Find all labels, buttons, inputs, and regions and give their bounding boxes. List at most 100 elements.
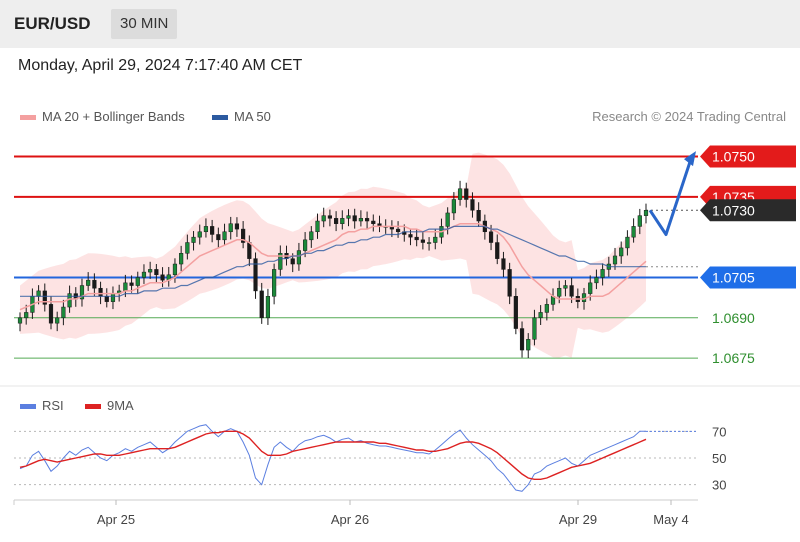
candle bbox=[625, 230, 630, 256]
candle-body bbox=[334, 218, 339, 224]
candle bbox=[309, 226, 314, 248]
candle-body bbox=[346, 215, 351, 219]
candle bbox=[340, 210, 345, 230]
candle-body bbox=[303, 239, 308, 251]
rsi-tick-70: 70 bbox=[712, 424, 726, 439]
candle bbox=[197, 224, 202, 245]
candle-body bbox=[420, 239, 425, 243]
candle-body bbox=[278, 253, 283, 270]
x-tick-label: Apr 29 bbox=[559, 512, 597, 527]
candle bbox=[222, 223, 227, 246]
candle bbox=[563, 280, 568, 297]
candle-body bbox=[210, 226, 215, 235]
timeframe-badge[interactable]: 30 MIN bbox=[111, 9, 178, 39]
candle bbox=[296, 242, 302, 271]
candle-body bbox=[216, 234, 221, 241]
legend-item-9ma: 9MA bbox=[85, 398, 134, 413]
candle bbox=[420, 232, 425, 250]
candle bbox=[619, 241, 624, 264]
candle-body bbox=[544, 304, 549, 313]
candle bbox=[278, 245, 283, 276]
candle-body bbox=[470, 199, 475, 211]
legend-label-ma50: MA 50 bbox=[234, 109, 271, 124]
candle-body bbox=[148, 269, 153, 273]
candle bbox=[272, 263, 277, 305]
candle bbox=[79, 278, 85, 307]
candle-body bbox=[86, 279, 91, 286]
ma20-line bbox=[19, 222, 647, 311]
candle-body bbox=[24, 312, 29, 319]
bollinger-band bbox=[20, 152, 646, 358]
candle bbox=[203, 218, 209, 238]
level-label-3: 1.0705 bbox=[712, 269, 755, 285]
candle bbox=[135, 271, 140, 294]
candle-body bbox=[532, 317, 537, 340]
candle bbox=[141, 264, 147, 284]
candle bbox=[513, 288, 518, 335]
candle-body bbox=[92, 279, 97, 289]
candle bbox=[594, 269, 599, 290]
candle bbox=[321, 207, 326, 228]
candle-body bbox=[203, 226, 209, 233]
candle-body bbox=[253, 258, 258, 292]
candle bbox=[346, 209, 351, 227]
candle-body bbox=[197, 231, 202, 238]
candle-body bbox=[476, 210, 481, 222]
candle-body bbox=[259, 290, 264, 319]
candle bbox=[160, 267, 165, 287]
candle bbox=[259, 282, 264, 324]
candle-body bbox=[247, 242, 252, 259]
candle-body bbox=[426, 242, 432, 244]
candle-body bbox=[414, 236, 419, 241]
candle-body bbox=[557, 287, 562, 297]
level-label-0: 1.0750 bbox=[712, 149, 755, 165]
level-label-2: 1.0730 bbox=[712, 202, 755, 218]
candle bbox=[210, 219, 215, 243]
candle-body bbox=[129, 282, 134, 286]
candle-body bbox=[495, 242, 500, 259]
chart-datetime: Monday, April 29, 2024 7:17:40 AM CET bbox=[18, 57, 303, 74]
x-tick-label: Apr 25 bbox=[97, 512, 135, 527]
symbol-title: EUR/USD bbox=[14, 14, 91, 33]
candle-body bbox=[104, 296, 109, 302]
copyright-text: Research © 2024 Trading Central bbox=[592, 109, 786, 124]
candle bbox=[172, 258, 178, 283]
candle-body bbox=[222, 231, 227, 241]
candle-body bbox=[408, 234, 413, 238]
candle bbox=[532, 309, 537, 346]
legend-swatch-ma20 bbox=[20, 115, 36, 121]
candle-body bbox=[110, 293, 116, 302]
rsi-tick-30: 30 bbox=[712, 478, 726, 493]
candle-body bbox=[625, 236, 630, 249]
candle-body bbox=[55, 317, 60, 324]
legend-item-ma20: MA 20 + Bollinger Bands bbox=[20, 109, 185, 124]
candle-body bbox=[315, 220, 320, 233]
forecast-arrowhead bbox=[684, 151, 696, 167]
candle bbox=[154, 264, 159, 283]
candle bbox=[600, 263, 605, 286]
candle-body bbox=[358, 218, 363, 222]
candle-body bbox=[135, 277, 140, 286]
candle bbox=[234, 217, 240, 237]
candle bbox=[631, 218, 636, 243]
candle-body bbox=[371, 220, 376, 224]
candle-body bbox=[464, 188, 469, 200]
candle-body bbox=[79, 285, 85, 300]
candle bbox=[179, 245, 184, 272]
candle bbox=[86, 272, 91, 291]
candle-body bbox=[519, 328, 525, 351]
candle bbox=[544, 298, 549, 321]
level-tag-0 bbox=[700, 145, 796, 168]
candle-body bbox=[272, 269, 277, 297]
candle bbox=[265, 288, 271, 325]
candle-body bbox=[179, 253, 184, 265]
candle-body bbox=[340, 218, 345, 224]
level-tag-3 bbox=[700, 266, 796, 289]
legend-label-ma20: MA 20 + Bollinger Bands bbox=[42, 109, 185, 124]
legend-swatch-rsi bbox=[20, 404, 36, 410]
candle-body bbox=[526, 339, 531, 351]
candle-body bbox=[228, 223, 233, 233]
candle-body bbox=[17, 317, 23, 324]
candle-body bbox=[36, 290, 41, 297]
